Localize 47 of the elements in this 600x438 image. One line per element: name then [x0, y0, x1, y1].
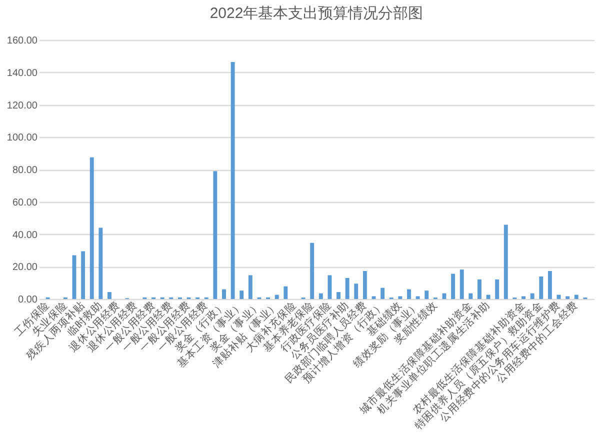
bar [477, 279, 482, 299]
bar [81, 251, 86, 299]
bar [90, 157, 94, 299]
bar [274, 294, 279, 299]
bar [504, 224, 508, 299]
bar [416, 296, 420, 299]
bar [310, 242, 314, 299]
y-tick-label: 0.00 [18, 294, 38, 306]
y-tick-label: 40.00 [12, 230, 38, 241]
bar [240, 290, 244, 299]
bar [284, 286, 288, 299]
y-tick-label: 160.00 [6, 36, 38, 46]
bar [424, 290, 429, 299]
bar [380, 288, 385, 299]
bar [486, 294, 490, 299]
bar [354, 284, 358, 299]
bar [566, 296, 570, 299]
bar [98, 228, 103, 299]
bar [362, 270, 367, 299]
bar [328, 275, 332, 299]
bar [336, 292, 341, 299]
bar [372, 296, 376, 299]
bar [530, 293, 534, 299]
y-tick-label: 120.00 [6, 100, 38, 112]
bar [345, 278, 350, 299]
bar [539, 276, 544, 299]
bar [230, 62, 235, 299]
y-tick-label: 80.00 [12, 165, 38, 176]
bar [460, 270, 464, 299]
bar [407, 289, 411, 299]
bar [222, 289, 226, 299]
bar [548, 270, 552, 299]
bar [495, 279, 500, 299]
bar [398, 296, 402, 299]
y-tick-label: 100.00 [6, 132, 38, 144]
bar [468, 293, 473, 299]
bar [522, 296, 526, 299]
bar [248, 275, 252, 299]
bar [107, 292, 112, 299]
bar [574, 294, 578, 299]
y-tick-label: 140.00 [6, 68, 38, 79]
bar [451, 274, 456, 299]
y-tick-label: 20.00 [12, 262, 38, 274]
y-tick-label: 60.00 [12, 197, 38, 208]
bar [213, 171, 218, 299]
bar [318, 293, 323, 299]
chart-title: 2022年基本支出预算情况分部图 [210, 5, 424, 22]
